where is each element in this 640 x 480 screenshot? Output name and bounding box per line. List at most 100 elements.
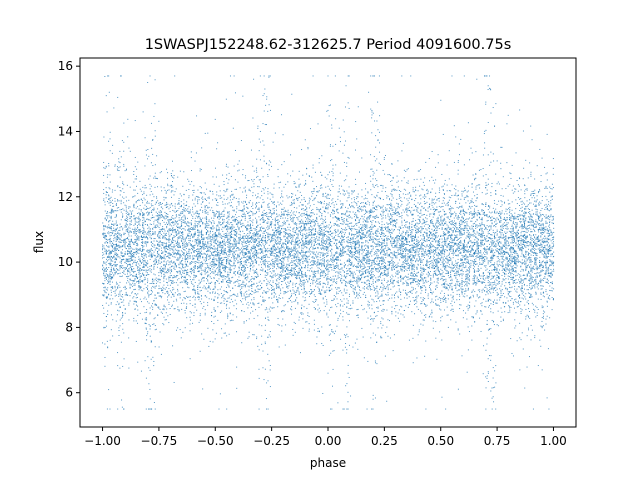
- data-point: [534, 197, 536, 199]
- data-point: [549, 245, 551, 247]
- data-point: [279, 297, 281, 299]
- data-point: [466, 275, 468, 277]
- data-point: [477, 268, 479, 270]
- data-point: [118, 293, 120, 295]
- data-point: [144, 204, 146, 206]
- data-point: [464, 228, 466, 230]
- data-point: [439, 258, 441, 260]
- data-point: [193, 225, 195, 227]
- data-point: [328, 260, 330, 262]
- data-point: [520, 265, 522, 267]
- data-point: [247, 248, 249, 250]
- data-point: [445, 249, 447, 251]
- data-point: [207, 248, 209, 250]
- data-point: [304, 281, 306, 283]
- data-point: [412, 287, 414, 289]
- data-point: [180, 302, 182, 304]
- data-point: [172, 176, 174, 178]
- data-point: [215, 176, 217, 178]
- data-point: [506, 123, 508, 125]
- data-point: [198, 267, 200, 269]
- data-point: [249, 190, 251, 192]
- data-point: [476, 252, 478, 254]
- data-point: [414, 235, 416, 237]
- data-point: [331, 124, 333, 126]
- data-point: [526, 235, 528, 237]
- data-point: [464, 242, 466, 244]
- data-point: [536, 214, 538, 216]
- data-point: [552, 238, 554, 240]
- data-point: [233, 196, 235, 198]
- data-point: [171, 270, 173, 272]
- data-point: [105, 270, 107, 272]
- data-point: [149, 408, 151, 410]
- data-point: [385, 293, 387, 295]
- data-point: [216, 268, 218, 270]
- data-point: [386, 286, 388, 288]
- data-point: [309, 198, 311, 200]
- data-point: [452, 257, 454, 259]
- data-point: [509, 286, 511, 288]
- data-point: [254, 291, 256, 293]
- data-point: [195, 152, 197, 154]
- data-point: [434, 249, 436, 251]
- data-point: [349, 271, 351, 273]
- data-point: [159, 308, 161, 310]
- data-point: [316, 270, 318, 272]
- data-point: [402, 255, 404, 257]
- data-point: [392, 177, 394, 179]
- data-point: [447, 235, 449, 237]
- data-point: [383, 269, 385, 271]
- data-point: [195, 256, 197, 258]
- data-point: [390, 231, 392, 233]
- data-point: [151, 269, 153, 271]
- data-point: [451, 221, 453, 223]
- data-point: [394, 255, 396, 257]
- data-point: [167, 189, 169, 191]
- data-point: [104, 238, 106, 240]
- data-point: [250, 247, 252, 249]
- data-point: [457, 268, 459, 270]
- data-point: [524, 197, 526, 199]
- data-point: [504, 285, 506, 287]
- data-point: [471, 152, 473, 154]
- data-point: [442, 189, 444, 191]
- data-point: [222, 266, 224, 268]
- data-point: [358, 251, 360, 253]
- data-point: [370, 189, 372, 191]
- data-point: [180, 225, 182, 227]
- data-point: [420, 288, 422, 290]
- data-point: [165, 261, 167, 263]
- data-point: [341, 255, 343, 257]
- data-point: [511, 259, 513, 261]
- data-point: [527, 289, 529, 291]
- data-point: [440, 292, 442, 294]
- data-point: [391, 206, 393, 208]
- data-point: [117, 96, 119, 98]
- data-point: [259, 228, 261, 230]
- data-point: [318, 190, 320, 192]
- data-point: [238, 198, 240, 200]
- data-point: [313, 270, 315, 272]
- data-point: [116, 207, 118, 209]
- data-point: [104, 365, 106, 367]
- data-point: [409, 303, 411, 305]
- data-point: [527, 271, 529, 273]
- data-point: [169, 272, 171, 274]
- data-point: [412, 214, 414, 216]
- data-point: [363, 270, 365, 272]
- data-point: [120, 253, 122, 255]
- data-point: [428, 205, 430, 207]
- data-point: [154, 225, 156, 227]
- data-point: [114, 257, 116, 259]
- data-point: [164, 264, 166, 266]
- data-point: [264, 329, 266, 331]
- data-point: [267, 206, 269, 208]
- data-point: [169, 313, 171, 315]
- data-point: [309, 212, 311, 214]
- data-point: [442, 279, 444, 281]
- data-point: [460, 224, 462, 226]
- data-point: [460, 263, 462, 265]
- data-point: [266, 308, 268, 310]
- data-point: [156, 304, 158, 306]
